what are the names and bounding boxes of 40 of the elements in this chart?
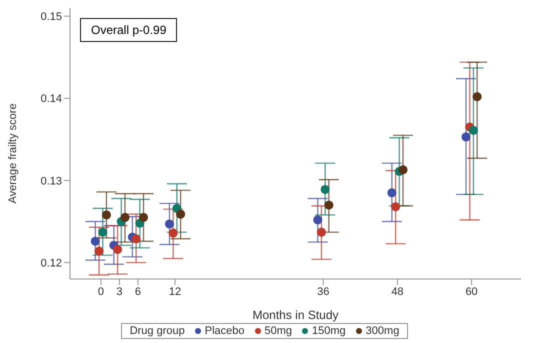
x-tick-label: 12 [168,286,182,298]
legend-title: Drug group [130,325,185,337]
point [164,219,174,228]
point [90,236,100,246]
point [139,212,148,222]
legend-label: 50mg [264,325,292,337]
legend-label: 150mg [312,325,346,337]
x-tick-label: 3 [116,286,122,298]
point [316,228,326,237]
x-tick-label: 60 [465,286,478,298]
x-tick-label: 48 [391,286,404,298]
y-tick-label: 0.14 [40,93,62,106]
point [132,234,141,244]
x-tick-label: 6 [134,286,142,298]
point [398,165,408,174]
y-tick-label: 0.15 [40,11,62,24]
point [94,246,104,256]
point [472,92,482,102]
point [313,215,322,224]
point [102,210,111,220]
legend-label: 300mg [366,325,400,337]
x-tick-label: 36 [317,286,330,298]
y-tick-label: 0.13 [40,175,62,188]
point [176,210,186,219]
point [113,244,122,254]
point [320,184,330,194]
y-tick-label: 0.12 [40,257,62,270]
point [168,228,178,238]
point [324,200,334,210]
point [387,188,396,198]
legend-label: Placebo [204,325,244,337]
point [468,126,478,135]
y-axis-title: Average frailty score [6,103,19,204]
point [98,228,108,237]
point [120,212,130,222]
x-tick-label: 0 [98,286,104,298]
point [391,202,400,212]
x-axis-title: Months in Study [252,308,339,322]
point [462,132,471,142]
annotation: Overall p-0.99 [80,18,178,42]
